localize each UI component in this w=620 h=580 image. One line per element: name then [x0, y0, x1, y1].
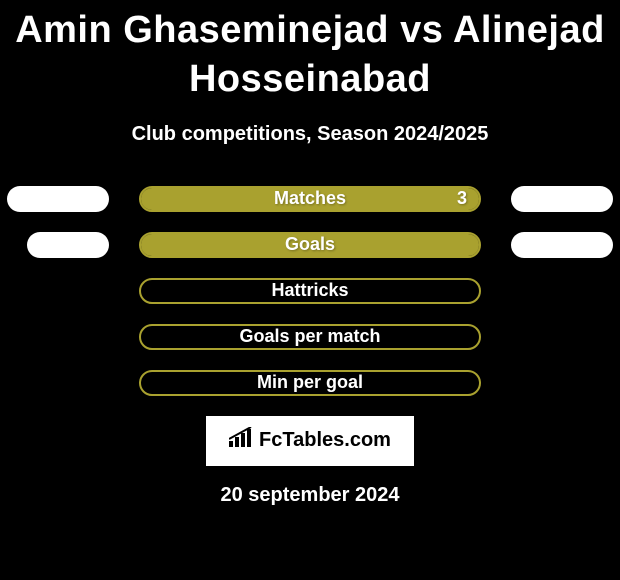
infographic-container: Amin Ghaseminejad vs Alinejad Hosseinaba… [0, 0, 620, 580]
stat-bar: Matches 3 [139, 186, 481, 212]
chart-icon [229, 427, 253, 454]
stat-label: Hattricks [271, 280, 348, 301]
stat-value-right: 3 [457, 188, 467, 209]
left-value-pill [7, 186, 109, 212]
left-value-pill [7, 324, 109, 350]
stat-bar: Goals [139, 232, 481, 258]
stats-list: Matches 3 Goals Hattricks Goals per match Min… [0, 186, 620, 396]
left-value-pill [7, 232, 109, 258]
stat-label: Goals [285, 234, 335, 255]
stat-bar: Min per goal [139, 370, 481, 396]
logo-text: FcTables.com [259, 429, 391, 452]
left-value-pill [7, 278, 109, 304]
comparison-subtitle: Club competitions, Season 2024/2025 [0, 123, 620, 146]
stat-row: Goals per match [0, 324, 620, 350]
left-value-pill [7, 370, 109, 396]
infographic-date: 20 september 2024 [0, 484, 620, 507]
stat-label: Min per goal [257, 372, 363, 393]
stat-label: Matches [274, 188, 346, 209]
stat-bar: Goals per match [139, 324, 481, 350]
right-value-pill [511, 370, 613, 396]
right-value-pill [511, 186, 613, 212]
stat-label: Goals per match [239, 326, 380, 347]
stat-bar: Hattricks [139, 278, 481, 304]
stat-row: Matches 3 [0, 186, 620, 212]
stat-row: Hattricks [0, 278, 620, 304]
logo-box: FcTables.com [206, 416, 414, 466]
stat-row: Goals [0, 232, 620, 258]
right-value-pill [511, 232, 613, 258]
stat-row: Min per goal [0, 370, 620, 396]
right-value-pill [511, 324, 613, 350]
right-value-pill [511, 278, 613, 304]
comparison-title: Amin Ghaseminejad vs Alinejad Hosseinaba… [0, 0, 620, 105]
